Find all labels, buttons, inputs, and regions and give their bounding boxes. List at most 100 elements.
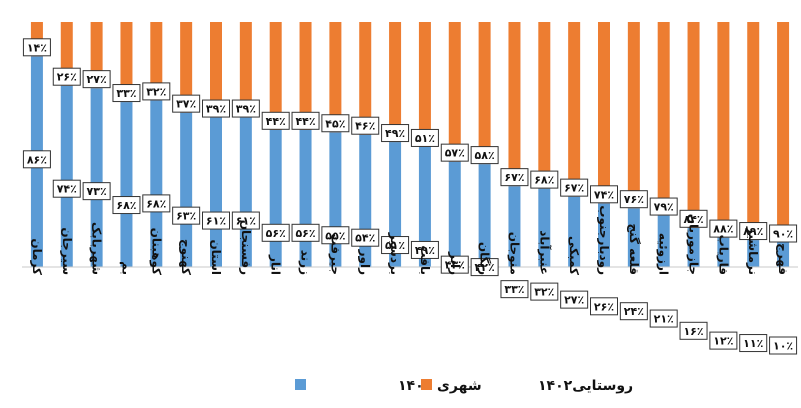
label-rural-text: ۷۶٪ bbox=[624, 193, 644, 206]
label-rural: ۴۵٪ bbox=[321, 114, 350, 133]
label-rural: ۶۸٪ bbox=[530, 170, 559, 189]
bar-urban bbox=[120, 102, 133, 268]
bar-rural bbox=[60, 22, 73, 86]
bar-urban bbox=[568, 196, 581, 267]
category-label: کوهبنان bbox=[148, 228, 163, 275]
bar-rural bbox=[418, 22, 431, 147]
label-urban: ۲۴٪ bbox=[619, 302, 648, 321]
label-rural-text: ۳۳٪ bbox=[116, 87, 136, 100]
bar-urban bbox=[747, 240, 760, 267]
label-rural: ۴۴٪ bbox=[261, 111, 290, 130]
legend-swatch-urban bbox=[295, 379, 306, 390]
label-rural: ۸۴٪ bbox=[679, 209, 708, 228]
label-urban-text: ۲۱٪ bbox=[654, 313, 674, 326]
bar-rural bbox=[448, 22, 461, 162]
label-urban-text: ۵۶٪ bbox=[295, 227, 315, 240]
label-rural: ۳۷٪ bbox=[172, 94, 201, 113]
category-label: استان bbox=[209, 239, 223, 275]
bar-rural bbox=[508, 22, 521, 187]
label-urban: ۴۳٪ bbox=[440, 255, 469, 274]
label-urban-text: ۵۴٪ bbox=[355, 232, 375, 245]
label-rural: ۵۸٪ bbox=[470, 146, 499, 165]
label-urban-text: ۷۳٪ bbox=[87, 185, 107, 198]
bar-urban bbox=[508, 186, 521, 267]
label-urban: ۶۳٪ bbox=[172, 206, 201, 225]
bar-urban bbox=[627, 208, 640, 267]
label-urban-text: ۶۸٪ bbox=[146, 197, 166, 210]
bar-urban bbox=[717, 237, 730, 267]
label-rural: ۲۷٪ bbox=[82, 70, 111, 89]
bar-rural bbox=[299, 22, 312, 130]
legend: شهری ۱۴۰۲ روستایی۱۴۰۲ bbox=[295, 378, 633, 394]
bar-rural bbox=[598, 22, 610, 204]
label-rural: ۴۶٪ bbox=[351, 116, 380, 135]
label-rural: ۵۱٪ bbox=[410, 128, 439, 147]
label-rural-text: ۷۴٪ bbox=[594, 188, 614, 201]
label-urban: ۱۲٪ bbox=[709, 331, 738, 350]
category-label: ریگان bbox=[478, 242, 492, 275]
label-rural-text: ۵۷٪ bbox=[445, 147, 465, 160]
label-urban: ۲۱٪ bbox=[649, 309, 678, 328]
bar-urban bbox=[418, 146, 431, 267]
label-rural: ۶۷٪ bbox=[560, 178, 589, 197]
category-label: نرماشیر bbox=[746, 226, 760, 275]
label-urban-text: ۶۱٪ bbox=[206, 215, 226, 228]
label-urban-text: ۱۰٪ bbox=[773, 340, 793, 353]
label-rural-text: ۴۴٪ bbox=[295, 115, 315, 128]
label-rural-text: ۳۲٪ bbox=[146, 85, 166, 98]
label-urban-text: ۳۳٪ bbox=[504, 283, 524, 296]
label-urban: ۶۸٪ bbox=[112, 196, 141, 215]
label-rural: ۶۷٪ bbox=[500, 168, 529, 187]
label-urban-text: ۴۲٪ bbox=[475, 261, 495, 274]
label-urban: ۸۶٪ bbox=[22, 150, 51, 169]
label-rural-text: ۳۷٪ bbox=[176, 98, 196, 111]
bar-urban bbox=[269, 129, 282, 267]
label-urban: ۵۶٪ bbox=[261, 223, 290, 242]
label-urban: ۲۷٪ bbox=[560, 290, 589, 309]
bar-rural bbox=[687, 22, 700, 228]
category-labels-group: کرمان سیرجان شهربابک بم کوهبنان کهنوج استان رفس… bbox=[30, 205, 790, 275]
label-rural: ۴۹٪ bbox=[381, 124, 410, 143]
category-label: فاریاب bbox=[716, 235, 730, 275]
label-rural: ۷۹٪ bbox=[649, 197, 678, 216]
label-urban-text: ۵۶٪ bbox=[266, 227, 286, 240]
category-label: کمبکی bbox=[567, 236, 581, 275]
label-rural-text: ۶۷٪ bbox=[504, 171, 524, 184]
bar-rural bbox=[210, 22, 222, 118]
bar-rural bbox=[717, 22, 730, 238]
label-rural-text: ۴۹٪ bbox=[385, 127, 405, 140]
bar-urban bbox=[90, 88, 103, 268]
label-urban-text: ۶۸٪ bbox=[116, 199, 136, 212]
category-label: رابر bbox=[448, 251, 462, 275]
label-urban-text: ۴۳٪ bbox=[445, 259, 465, 272]
label-urban: ۶۸٪ bbox=[142, 194, 171, 213]
label-urban: ۱۱٪ bbox=[739, 334, 768, 353]
bar-rural bbox=[478, 22, 491, 165]
label-rural: ۸۸٪ bbox=[709, 219, 738, 238]
category-label: فهرج bbox=[776, 243, 790, 275]
category-label: زرند bbox=[299, 250, 313, 275]
label-urban: ۳۳٪ bbox=[500, 280, 529, 299]
bar-rural bbox=[538, 22, 551, 189]
bar-rural bbox=[120, 22, 133, 103]
label-rural-text: ۸۴٪ bbox=[683, 213, 703, 226]
category-label: بم bbox=[119, 261, 133, 275]
bar-rural bbox=[150, 22, 163, 101]
bar-urban bbox=[150, 100, 163, 268]
category-label: عنبرآباد bbox=[537, 230, 552, 275]
category-label: رودبارجنوب bbox=[596, 205, 611, 275]
category-label: بردسیر bbox=[388, 232, 402, 275]
label-urban-text: ۶۳٪ bbox=[176, 210, 196, 223]
category-label: جازموریان bbox=[686, 214, 701, 275]
bar-urban bbox=[538, 188, 551, 267]
label-urban: ۱۰٪ bbox=[769, 336, 798, 355]
label-urban: ۶۱٪ bbox=[202, 211, 230, 230]
bar-rural bbox=[359, 22, 372, 135]
label-rural-text: ۴۵٪ bbox=[325, 117, 345, 130]
label-urban: ۵۱٪ bbox=[381, 236, 410, 255]
label-rural-text: ۲۷٪ bbox=[87, 73, 107, 86]
label-urban-text: ۵۱٪ bbox=[385, 239, 405, 252]
bar-urban bbox=[478, 164, 491, 267]
label-urban-text: ۵۵٪ bbox=[325, 229, 345, 242]
